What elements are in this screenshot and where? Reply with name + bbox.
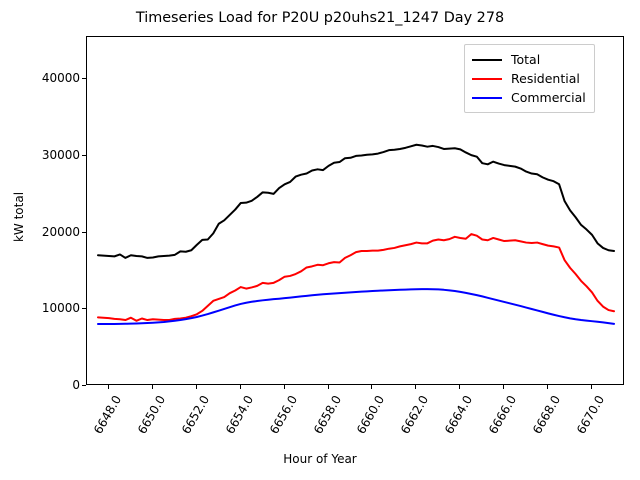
x-tick-label: 6666.0	[486, 393, 520, 437]
x-tick-label: 6648.0	[90, 393, 125, 437]
x-tick-label: 6662.0	[398, 393, 432, 437]
series-line-total	[96, 143, 616, 259]
y-tick-label: 10000	[41, 301, 80, 316]
y-tick-mark	[82, 385, 86, 386]
x-tick-label: 6664.0	[442, 393, 476, 437]
x-tick-label: 6654.0	[222, 393, 256, 437]
x-tick-label: 6670.0	[574, 393, 608, 437]
y-axis-label: kW total	[12, 191, 27, 243]
series-line-commercial	[96, 288, 616, 326]
y-tick-label: 0	[72, 378, 80, 392]
y-tick-label: 40000	[41, 71, 80, 86]
x-tick-label: 6650.0	[134, 393, 168, 437]
x-tick-label: 6658.0	[310, 393, 344, 437]
legend-label: Residential	[511, 71, 580, 86]
legend-label: Total	[511, 52, 541, 67]
x-axis-label: Hour of Year	[283, 452, 357, 466]
y-tick-label: 30000	[41, 147, 80, 162]
series-line-residential	[96, 233, 616, 322]
legend-item: Residential	[472, 69, 586, 88]
legend-item: Commercial	[472, 88, 586, 107]
x-tick-label: 6656.0	[266, 393, 300, 437]
legend-swatch-total	[472, 58, 502, 61]
chart-legend: Total Residential Commercial	[464, 44, 595, 113]
legend-swatch-residential	[472, 77, 502, 80]
x-tick-label: 6668.0	[530, 393, 564, 437]
x-tick-label: 6652.0	[178, 393, 212, 437]
y-tick-label: 20000	[41, 224, 80, 239]
legend-swatch-commercial	[472, 96, 502, 99]
legend-label: Commercial	[511, 90, 586, 105]
x-tick-label: 6660.0	[354, 393, 388, 437]
legend-item: Total	[472, 50, 586, 69]
plot-lines	[96, 143, 616, 326]
chart-title: Timeseries Load for P20U p20uhs21_1247 D…	[135, 10, 505, 26]
plot-area	[86, 36, 624, 385]
